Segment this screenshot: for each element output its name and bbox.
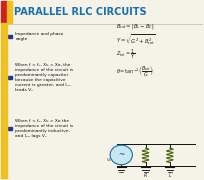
Circle shape <box>110 145 132 165</box>
Bar <box>1 1 7 23</box>
Text: R: R <box>144 173 147 178</box>
Bar <box>1 23 7 178</box>
Bar <box>7 1 12 23</box>
Text: ~: ~ <box>118 150 124 159</box>
Text: $B_{tot}=|B_L-B_C|$: $B_{tot}=|B_L-B_C|$ <box>116 22 155 31</box>
Text: $Y=\sqrt{G^2+B_{tot}^2}$: $Y=\sqrt{G^2+B_{tot}^2}$ <box>116 34 156 48</box>
Text: L: L <box>169 173 171 178</box>
Text: When f < f₀, Xᴄ > Xᴏ the
impedance of the circuit is
predominantly inductive,
an: When f < f₀, Xᴄ > Xᴏ the impedance of th… <box>16 119 74 138</box>
Text: When f > f₀, Xᴄ < Xᴏ, the
impedance of the circuit is
predominantly capacitor
be: When f > f₀, Xᴄ < Xᴏ, the impedance of t… <box>16 63 74 92</box>
Bar <box>8 35 12 38</box>
Text: PARALLEL RLC CIRCUITS: PARALLEL RLC CIRCUITS <box>14 7 146 17</box>
Text: $Z_{tot}=\dfrac{1}{Y}$: $Z_{tot}=\dfrac{1}{Y}$ <box>116 47 136 61</box>
Text: $V_s$: $V_s$ <box>106 156 112 164</box>
Text: $\theta=\tan^{-1}\!\left(\dfrac{B_{tot}}{G}\right)$: $\theta=\tan^{-1}\!\left(\dfrac{B_{tot}}… <box>116 65 155 79</box>
Bar <box>8 127 12 130</box>
Bar <box>8 76 12 79</box>
Text: Impedance and phase
angle: Impedance and phase angle <box>16 32 64 41</box>
